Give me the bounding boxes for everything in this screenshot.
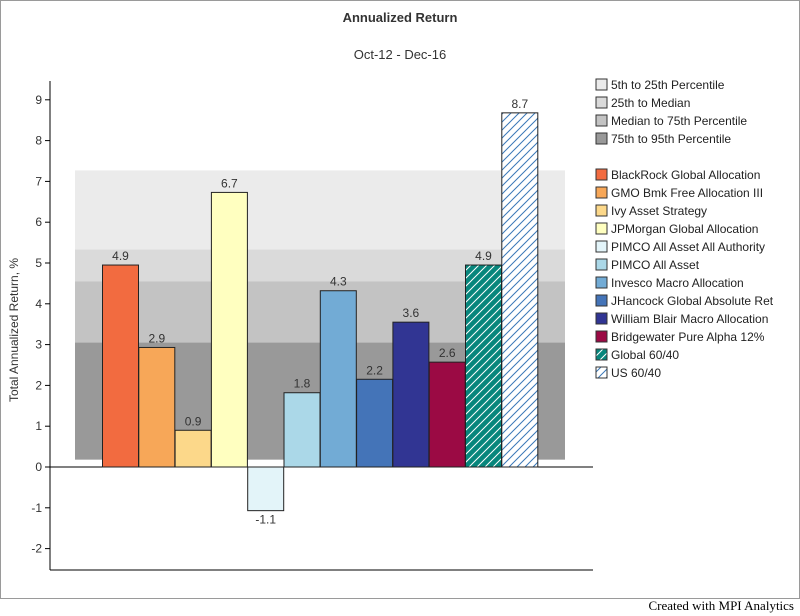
- bar-jhancock-global-absolute-ret: [356, 378, 394, 468]
- legend-label-gmo-bmk-free-allocation-iii: GMO Bmk Free Allocation III: [611, 186, 763, 200]
- legend-label-us-60-40: US 60/40: [611, 366, 661, 380]
- y-tick-label: 3: [35, 338, 42, 352]
- legend-swatch-ivy-asset-strategy: [595, 204, 608, 217]
- bar-pimco-all-asset-all-authority: [247, 466, 285, 512]
- legend: 5th to 25th Percentile 25th to Median Medi…: [595, 78, 774, 380]
- y-tick-label: 7: [35, 174, 42, 188]
- legend-label-pimco-all-asset-all-authority: PIMCO All Asset All Authority: [611, 240, 765, 254]
- legend-label-jpmorgan-global-allocation: JPMorgan Global Allocation: [611, 222, 758, 236]
- annualized-return-chart: Annualized Return Oct-12 - Dec-16 Total …: [7, 10, 774, 571]
- legend-swatch-5th-to-25th-percentile: [595, 78, 608, 91]
- legend-label-25th-to-median: 25th to Median: [611, 96, 690, 110]
- bar-pimco-all-asset: [283, 392, 321, 468]
- bar-bridgewater-pure-alpha-12: [428, 361, 466, 468]
- y-tick-label: 8: [35, 134, 42, 148]
- data-label-ivy-asset-strategy: 0.9: [185, 414, 202, 428]
- credit-text: Created with MPI Analytics: [648, 598, 794, 613]
- data-label-pimco-all-asset: 1.8: [294, 377, 311, 391]
- bar-william-blair-macro-allocation: [392, 321, 430, 468]
- legend-swatch-jhancock-global-absolute-ret: [595, 294, 608, 307]
- legend-swatch-blackrock-global-allocation: [595, 168, 608, 181]
- data-label-gmo-bmk-free-allocation-iii: 2.9: [148, 331, 165, 345]
- legend-label-5th-to-25th-percentile: 5th to 25th Percentile: [611, 78, 725, 92]
- legend-swatch-gmo-bmk-free-allocation-iii: [595, 186, 608, 199]
- y-axis-label: Total Annualized Return, %: [7, 258, 21, 402]
- data-label-global-60-40: 4.9: [475, 249, 492, 263]
- data-label-blackrock-global-allocation: 4.9: [112, 249, 129, 263]
- bar-jpmorgan-global-allocation: [210, 191, 248, 468]
- y-tick-label: -2: [31, 542, 42, 556]
- y-tick-label: 4: [35, 297, 42, 311]
- legend-swatch-median-to-75th-percentile: [595, 114, 608, 127]
- chart-title: Annualized Return: [343, 10, 458, 25]
- legend-swatch-global-60-40: [595, 348, 608, 361]
- legend-swatch-pimco-all-asset-all-authority: [595, 240, 608, 253]
- data-label-jpmorgan-global-allocation: 6.7: [221, 176, 238, 190]
- y-tick-label: 2: [35, 378, 42, 392]
- legend-label-bridgewater-pure-alpha-12: Bridgewater Pure Alpha 12%: [611, 330, 765, 344]
- data-label-william-blair-macro-allocation: 3.6: [403, 306, 420, 320]
- legend-swatch-bridgewater-pure-alpha-12: [595, 330, 608, 343]
- y-tick-label: 0: [35, 460, 42, 474]
- bar-us-60-40: [501, 112, 539, 468]
- legend-swatch-75th-to-95th-percentile: [595, 132, 608, 145]
- data-label-invesco-macro-allocation: 4.3: [330, 275, 347, 289]
- legend-swatch-william-blair-macro-allocation: [595, 312, 608, 325]
- legend-label-median-to-75th-percentile: Median to 75th Percentile: [611, 114, 747, 128]
- y-tick-label: 5: [35, 256, 42, 270]
- data-label-pimco-all-asset-all-authority: -1.1: [255, 513, 276, 527]
- bar-gmo-bmk-free-allocation-iii: [138, 346, 176, 468]
- legend-label-invesco-macro-allocation: Invesco Macro Allocation: [611, 276, 744, 290]
- legend-label-75th-to-95th-percentile: 75th to 95th Percentile: [611, 132, 731, 146]
- band-5th-to-25th-percentile: [75, 170, 565, 250]
- legend-label-jhancock-global-absolute-ret: JHancock Global Absolute Ret: [611, 294, 774, 308]
- data-label-bridgewater-pure-alpha-12: 2.6: [439, 346, 456, 360]
- y-tick-label: 9: [35, 93, 42, 107]
- chart-subtitle: Oct-12 - Dec-16: [354, 47, 446, 62]
- legend-label-william-blair-macro-allocation: William Blair Macro Allocation: [611, 312, 768, 326]
- bars: [102, 112, 539, 512]
- data-label-us-60-40: 8.7: [511, 97, 528, 111]
- data-labels: 4.9 2.9 0.9 6.7 -1.1 1.8 4.3 2.2 3.6 2.6 4.9 8.7: [112, 97, 528, 527]
- y-tick-label: 6: [35, 215, 42, 229]
- legend-label-ivy-asset-strategy: Ivy Asset Strategy: [611, 204, 707, 218]
- legend-swatch-us-60-40: [595, 366, 608, 379]
- legend-label-global-60-40: Global 60/40: [611, 348, 679, 362]
- legend-swatch-jpmorgan-global-allocation: [595, 222, 608, 235]
- y-tick-label: 1: [35, 419, 42, 433]
- legend-swatch-25th-to-median: [595, 96, 608, 109]
- legend-swatch-pimco-all-asset: [595, 258, 608, 271]
- data-label-jhancock-global-absolute-ret: 2.2: [366, 363, 383, 377]
- legend-swatch-invesco-macro-allocation: [595, 276, 608, 289]
- legend-label-blackrock-global-allocation: BlackRock Global Allocation: [611, 168, 760, 182]
- legend-label-pimco-all-asset: PIMCO All Asset: [611, 258, 700, 272]
- y-tick-label: -1: [31, 501, 42, 515]
- bar-blackrock-global-allocation: [102, 264, 139, 468]
- bar-global-60-40: [465, 264, 502, 468]
- bar-ivy-asset-strategy: [174, 429, 212, 468]
- bar-invesco-macro-allocation: [319, 290, 357, 468]
